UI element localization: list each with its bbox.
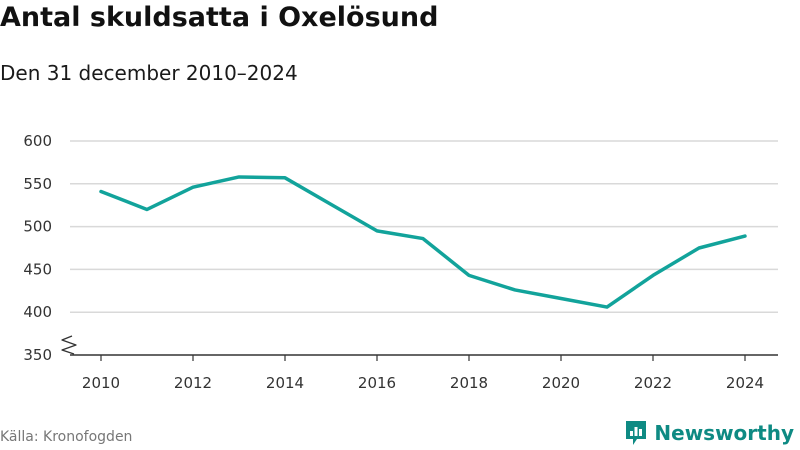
series-layer (99, 175, 747, 309)
y-tick-label-600: 600 (23, 132, 52, 150)
data-point-2012 (191, 185, 195, 189)
data-point-2010 (99, 190, 103, 194)
y-tick-label-350: 350 (23, 346, 52, 364)
data-point-2017 (421, 237, 425, 241)
x-axis: 2010 2012 2014 2016 2018 2020 2022 2024 (70, 354, 778, 392)
source-note: Källa: Kronofogden (0, 429, 133, 445)
data-point-2016 (375, 229, 379, 233)
x-tick-label-2010: 2010 (82, 374, 120, 392)
y-tick-label-450: 450 (23, 260, 52, 278)
data-point-2011 (145, 207, 149, 211)
x-tick-label-2018: 2018 (450, 374, 488, 392)
data-point-2020 (559, 297, 563, 301)
data-point-2018 (467, 273, 471, 277)
x-tick-label-2016: 2016 (358, 374, 396, 392)
y-tick-label-500: 500 (23, 218, 52, 236)
grid-lines (70, 140, 778, 313)
data-point-2019 (513, 288, 517, 292)
y-tick-label-550: 550 (23, 175, 52, 193)
brand-name: Newsworthy (654, 421, 794, 445)
x-tick-label-2014: 2014 (266, 374, 304, 392)
data-point-2014 (283, 176, 287, 180)
x-tick-label-2020: 2020 (542, 374, 580, 392)
data-point-2022 (651, 273, 655, 277)
y-tick-label-400: 400 (23, 303, 52, 321)
x-tick-label-2024: 2024 (726, 374, 764, 392)
x-tick-label-2012: 2012 (174, 374, 212, 392)
data-point-2021 (605, 305, 609, 309)
newsworthy-logo-icon (626, 421, 647, 445)
axis-break-symbol (61, 335, 77, 355)
data-point-2015 (329, 202, 333, 206)
x-tick-label-2022: 2022 (634, 374, 672, 392)
y-axis-ticks: 350 400 450 500 550 600 (23, 132, 52, 364)
brand-logo[interactable]: Newsworthy (624, 419, 794, 447)
series-line-0 (99, 175, 747, 309)
axis-break-zigzag (61, 335, 77, 355)
chart-subtitle: Den 31 december 2010–2024 (0, 61, 298, 85)
data-point-2024 (743, 234, 747, 238)
data-point-2013 (237, 175, 241, 179)
chart-title: Antal skuldsatta i Oxelösund (0, 2, 439, 33)
data-point-2023 (697, 246, 701, 250)
